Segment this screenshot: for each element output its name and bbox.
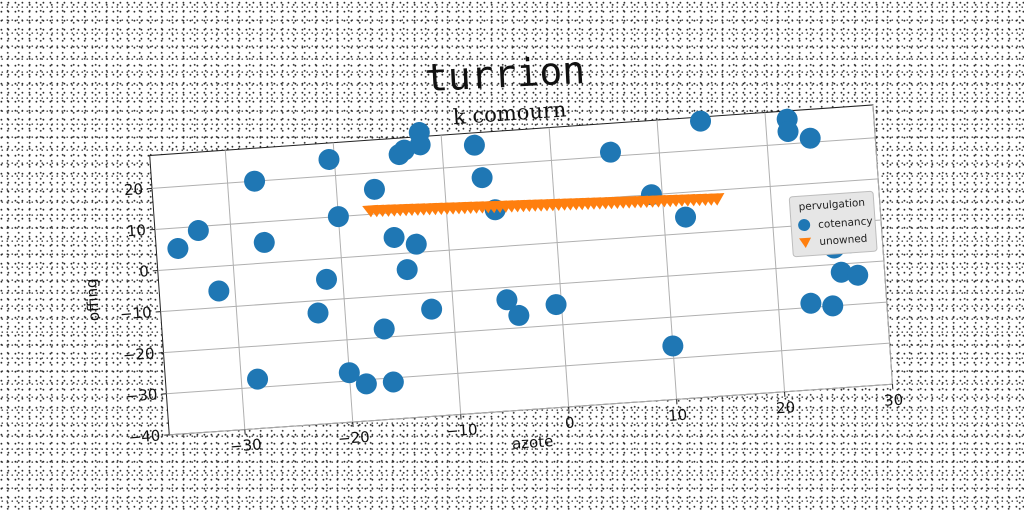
- data-point-cotenancy: [363, 178, 385, 200]
- x-axis-ticks: −30 −20 −10 0 10 20 30: [230, 384, 904, 456]
- data-point-cotenancy: [508, 304, 530, 326]
- data-point-cotenancy: [393, 139, 415, 161]
- y-gridline: [169, 383, 893, 436]
- y-gridline: [166, 342, 890, 395]
- x-tick-label: 0: [564, 414, 575, 433]
- data-point-cotenancy: [373, 318, 395, 340]
- x-gridline: [764, 112, 786, 392]
- legend-label-unowned: unowned: [819, 233, 868, 248]
- axes-title: k comourn: [452, 97, 567, 129]
- data-point-cotenancy: [244, 170, 266, 192]
- data-point-cotenancy: [167, 237, 189, 259]
- data-point-cotenancy: [777, 121, 799, 143]
- data-point-cotenancy: [599, 141, 621, 163]
- y-tick-label: −10: [119, 303, 152, 323]
- data-point-cotenancy: [383, 226, 405, 248]
- x-tick-label: 20: [776, 398, 796, 417]
- x-gridline: [440, 135, 462, 415]
- x-tick-label: −30: [230, 435, 263, 455]
- legend-marker-cotenancy: [798, 219, 811, 232]
- data-point-cotenancy: [253, 231, 275, 253]
- data-point-cotenancy: [463, 134, 485, 156]
- x-tick-label: 10: [668, 406, 688, 425]
- data-point-cotenancy: [847, 264, 869, 286]
- y-gridline: [160, 260, 884, 313]
- data-point-cotenancy: [307, 302, 329, 324]
- data-point-cotenancy: [318, 148, 340, 170]
- legend-box: [788, 190, 878, 258]
- y-axis-ticks: −40 −30 −20 −10 0 10 20: [119, 180, 170, 447]
- y-tick-label: 20: [123, 180, 143, 199]
- data-point-cotenancy: [355, 373, 377, 395]
- data-point-cotenancy: [800, 292, 822, 314]
- y-tick-label: −20: [122, 344, 155, 364]
- data-point-cotenancy: [421, 298, 443, 320]
- data-point-cotenancy: [799, 127, 821, 149]
- y-gridline: [163, 301, 887, 354]
- data-point-cotenancy: [382, 371, 404, 393]
- data-point-cotenancy: [327, 206, 349, 228]
- data-point-cotenancy: [187, 220, 209, 242]
- x-tick-label: −10: [445, 420, 478, 440]
- legend-marker-unowned: [799, 237, 812, 248]
- data-point-cotenancy: [405, 233, 427, 255]
- grid: [151, 104, 893, 436]
- data-point-cotenancy: [409, 134, 431, 156]
- data-point-unowned: [708, 193, 725, 206]
- x-tick-label: 30: [883, 391, 903, 410]
- chart-plot-group: −40 −30 −20 −10 0 10 20 −30 −20 −10 0 10 20 30 k com…: [82, 97, 904, 456]
- x-gridline: [872, 104, 893, 385]
- data-point-cotenancy: [396, 259, 418, 281]
- y-tick-label: 10: [126, 221, 146, 240]
- legend-label-cotenancy: cotenancy: [818, 215, 873, 231]
- x-gridline: [548, 127, 570, 407]
- data-point-cotenancy: [830, 261, 852, 283]
- legend-title: pervulgation: [798, 197, 865, 214]
- y-tick-label: −40: [128, 426, 161, 446]
- y-tick-label: 0: [139, 262, 150, 281]
- data-point-cotenancy: [675, 206, 697, 228]
- x-tick-label: −20: [337, 428, 370, 448]
- y-gridline: [157, 219, 882, 272]
- x-gridline: [224, 150, 246, 430]
- y-tick-label: −30: [125, 385, 158, 405]
- data-point-cotenancy: [545, 294, 567, 316]
- legend: pervulgation cotenancy unowned: [788, 190, 878, 258]
- data-triangles: [362, 193, 725, 218]
- data-point-cotenancy: [496, 289, 518, 311]
- y-gridline: [151, 137, 876, 189]
- data-point-cotenancy: [316, 268, 338, 290]
- data-point-cotenancy: [822, 295, 844, 317]
- x-axis-label: azote: [511, 432, 554, 453]
- data-point-cotenancy: [662, 335, 684, 357]
- data-point-cotenancy: [208, 280, 230, 302]
- data-point-cotenancy: [471, 167, 493, 189]
- data-point-cotenancy: [690, 110, 712, 132]
- data-point-cotenancy: [247, 368, 269, 390]
- y-axis-label: offing: [82, 278, 103, 322]
- data-point-cotenancy: [338, 362, 360, 384]
